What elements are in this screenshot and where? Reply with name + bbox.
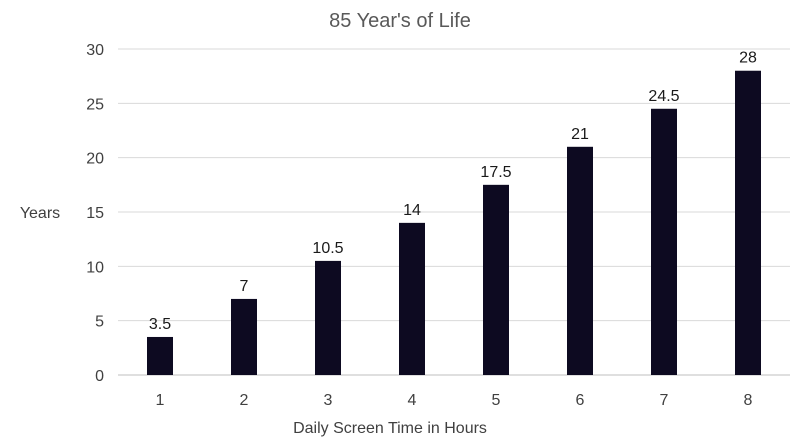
data-label-3: 10.5	[312, 240, 343, 257]
x-tick-label-7: 7	[660, 392, 669, 409]
data-label-1: 3.5	[149, 316, 171, 333]
x-axis-label: Daily Screen Time in Hours	[293, 420, 487, 437]
x-tick-label-8: 8	[744, 392, 753, 409]
bars	[147, 70, 761, 376]
bar-3	[315, 260, 341, 375]
y-tick-label: 25	[86, 96, 104, 113]
y-axis-label: Years	[20, 205, 60, 222]
data-labels: 3.5 7 10.5 14 17.5 21 24.5 28	[149, 50, 757, 333]
x-tick-label-1: 1	[156, 392, 165, 409]
data-label-8: 28	[739, 50, 757, 67]
bar-6	[567, 146, 593, 375]
bar-5	[483, 184, 509, 375]
x-tick-label-6: 6	[576, 392, 585, 409]
y-tick-label: 5	[95, 314, 104, 331]
data-label-2: 7	[240, 278, 249, 295]
chart-title: 85 Year's of Life	[329, 10, 471, 32]
x-tick-label-4: 4	[408, 392, 417, 409]
x-tick-labels: 1 2 3 4 5 6 7 8	[156, 392, 753, 409]
y-tick-label: 15	[86, 205, 104, 222]
bar-2	[231, 298, 257, 375]
bar-4	[399, 222, 425, 375]
x-tick-label-3: 3	[324, 392, 333, 409]
y-tick-label: 30	[86, 42, 104, 59]
x-tick-label-2: 2	[240, 392, 249, 409]
data-label-6: 21	[571, 126, 589, 143]
bar-7	[651, 108, 677, 376]
y-tick-label: 10	[86, 259, 104, 276]
data-label-5: 17.5	[480, 164, 511, 181]
data-label-7: 24.5	[648, 88, 679, 105]
bar-8	[735, 70, 761, 375]
gridlines	[118, 48, 790, 322]
y-tick-label: 0	[95, 368, 104, 385]
x-tick-label-5: 5	[492, 392, 501, 409]
data-label-4: 14	[403, 202, 421, 219]
bar-1	[147, 336, 173, 375]
y-tick-labels: 0 5 10 15 20 25 30	[86, 42, 104, 385]
y-tick-label: 20	[86, 151, 104, 168]
